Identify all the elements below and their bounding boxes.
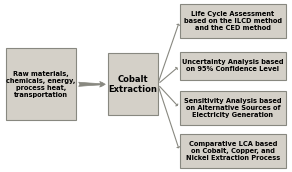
- FancyBboxPatch shape: [180, 134, 286, 168]
- FancyBboxPatch shape: [6, 48, 76, 120]
- FancyBboxPatch shape: [180, 91, 286, 125]
- FancyBboxPatch shape: [180, 4, 286, 38]
- Text: Sensitivity Analysis based
on Alternative Sources of
Electricity Generation: Sensitivity Analysis based on Alternativ…: [184, 98, 281, 118]
- FancyBboxPatch shape: [180, 52, 286, 80]
- Text: Uncertainty Analysis based
on 95% Confidence Level: Uncertainty Analysis based on 95% Confid…: [182, 59, 284, 72]
- Text: Comparative LCA based
on Cobalt, Copper, and
Nickel Extraction Process: Comparative LCA based on Cobalt, Copper,…: [186, 141, 280, 161]
- FancyBboxPatch shape: [108, 53, 158, 115]
- Text: Raw materials,
chemicals, energy,
process heat,
transportation: Raw materials, chemicals, energy, proces…: [6, 71, 76, 98]
- Text: Life Cycle Assessment
based on the ILCD method
and the CED method: Life Cycle Assessment based on the ILCD …: [184, 11, 282, 31]
- Text: Cobalt
Extraction: Cobalt Extraction: [108, 75, 157, 94]
